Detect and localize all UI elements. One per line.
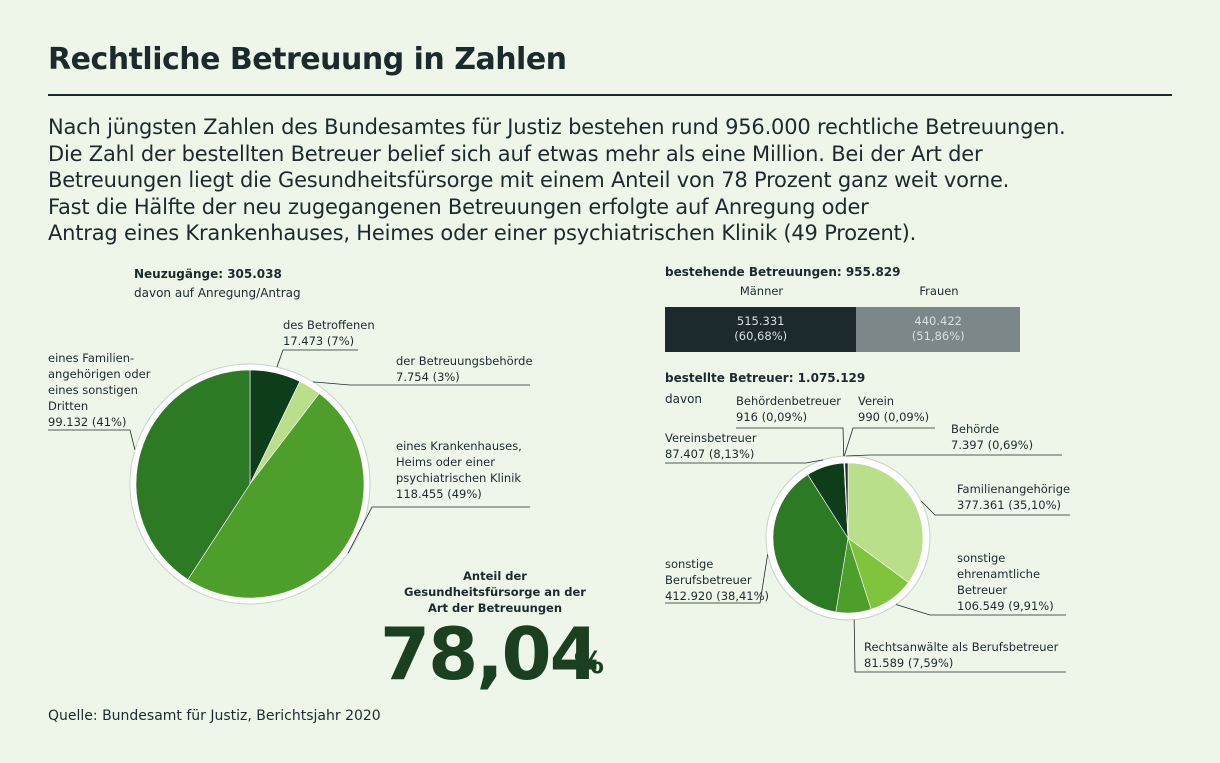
slice-label: des Betroffenen (283, 318, 375, 332)
slice-label: Behörde (951, 422, 1000, 436)
pie2-leader-sonstige (665, 554, 769, 604)
slice-label: Rechtsanwälte als Berufsbetreuer (864, 640, 1059, 654)
slice-value: 81.589 (7,59%) (864, 656, 954, 670)
slice-value: 377.361 (35,10%) (957, 498, 1062, 512)
bar-segment-maenner: 515.331 (60,68%) (665, 307, 857, 352)
pie2-label-behoerde: Behörde 7.397 (0,69%) (951, 421, 1033, 453)
slice-value: 106.549 (9,91%) (957, 599, 1054, 613)
highlight-label-line: Anteil der (463, 569, 527, 583)
pie1-leader-familien (48, 429, 136, 450)
pie1-slice-3 (135, 369, 251, 580)
slice-value: 7.754 (3%) (396, 370, 460, 384)
pie1-leader-betreuungsbehoerde (312, 381, 530, 386)
pie1-label-krankenhaus: eines Krankenhauses, Heims oder einer ps… (396, 438, 522, 502)
highlight-value: 78,04 (380, 612, 600, 696)
bar-value: 515.331 (736, 314, 785, 328)
pie1-label-familien: eines Familien- angehörigen oder eines s… (48, 350, 150, 430)
pie2-slice-0 (847, 462, 924, 583)
highlight-label-line: Gesundheitsfürsorge an der (404, 585, 586, 599)
pie2-leader-vereinsbetreuer (665, 459, 824, 464)
highlight-label: Anteil der Gesundheitsfürsorge an der Ar… (380, 568, 610, 616)
slice-value: 412.920 (38,41%) (665, 589, 770, 603)
bar-category-maenner: Männer (739, 284, 784, 298)
slice-label-line: eines sonstigen (48, 383, 138, 397)
slice-label: Familienangehörige (957, 482, 1071, 496)
pie2-label-vereinsbetreuer: Vereinsbetreuer 87.407 (8,13%) (665, 430, 757, 462)
bar-value: 440.422 (914, 314, 962, 328)
highlight-label-line: Art der Betreuungen (427, 601, 563, 615)
pie2-label-sonstige-berufsbetreuer: sonstige Berufsbetreuer 412.920 (38,41%) (665, 556, 769, 604)
slice-value: 7.397 (0,69%) (951, 438, 1034, 452)
slice-label-line: psychiatrischen Klinik (396, 471, 522, 485)
slice-label-line: angehörigen oder (48, 367, 151, 381)
source-note: Quelle: Bundesamt für Justiz, Berichtsja… (48, 708, 381, 724)
slice-value: 990 (0,09%) (858, 410, 930, 424)
pie1-label-betroffenen: des Betroffenen 17.473 (7%) (283, 317, 375, 349)
slice-label-line: Berufsbetreuer (665, 573, 752, 587)
pie2-leader-ehrenamtliche (895, 604, 1066, 616)
slice-value: 118.455 (49%) (396, 487, 482, 501)
pie2-label-ehrenamtliche: sonstige ehrenamtliche Betreuer 106.549 … (957, 550, 1054, 614)
bar-percent: (60,68%) (734, 329, 788, 343)
slice-label-line: sonstige (957, 551, 1006, 565)
pie1-slice-2 (187, 393, 365, 599)
pie2-label-rechtsanwaelte: Rechtsanwälte als Berufsbetreuer 81.589 … (864, 639, 1058, 671)
pie2-leader-behoerdenbetreuer (736, 427, 845, 457)
bar-title: bestehende Betreuungen: 955.829 (665, 265, 901, 279)
intro-text: Nach jüngsten Zahlen des Bundesamtes für… (48, 114, 1208, 247)
slice-label: der Betreuungsbehörde (396, 354, 533, 368)
stacked-bar: 515.331 (60,68%) 440.422 (51,86%) (665, 307, 1020, 352)
slice-label-line: Betreuer (957, 583, 1008, 597)
bar-category-frauen: Frauen (919, 284, 959, 298)
pie2-leader-familienangehoerige (920, 500, 1070, 516)
bar-percent: (51,86%) (911, 329, 965, 343)
slice-value: 916 (0,09%) (736, 410, 808, 424)
title-divider (48, 94, 1172, 96)
pie1-subtitle: davon auf Anregung/Antrag (134, 286, 301, 300)
pie2-leader-verein (843, 427, 935, 457)
pie2-label-behoerdenbetreuer: Behördenbetreuer 916 (0,09%) (736, 393, 841, 425)
slice-value: 87.407 (8,13%) (665, 447, 755, 461)
pie1-header: Neuzugänge: 305.038 davon auf Anregung/A… (134, 265, 301, 303)
intro-line: Fast die Hälfte der neu zugegangenen Bet… (48, 194, 869, 219)
pie1-leader-betroffenen (276, 349, 358, 368)
slice-value: 99.132 (41%) (48, 415, 127, 429)
slice-label-line: eines Krankenhauses, (396, 439, 522, 453)
slice-value: 17.473 (7%) (283, 334, 355, 348)
intro-line: Antrag eines Krankenhauses, Heimes oder … (48, 221, 917, 245)
slice-label-line: ehrenamtliche (957, 567, 1041, 581)
pie2-label-familienangehoerige: Familienangehörige 377.361 (35,10%) (957, 481, 1070, 513)
slice-label-line: Dritten (48, 399, 89, 413)
highlight-unit: % (574, 646, 605, 681)
bar-segment-frauen: 440.422 (51,86%) (856, 307, 1020, 352)
pie1-label-betreuungsbehoerde: der Betreuungsbehörde 7.754 (3%) (396, 353, 533, 385)
pie2-label-verein: Verein 990 (0,09%) (858, 393, 929, 425)
slice-label: Verein (858, 394, 895, 408)
pie1-leader-krankenhaus (347, 506, 530, 554)
pie2-leader-rechtsanwaelte (853, 619, 1066, 673)
intro-line: Die Zahl der bestellten Betreuer belief … (48, 141, 983, 166)
pie2-leader-behoerde (846, 454, 1062, 457)
slice-label: Vereinsbetreuer (665, 431, 757, 445)
slice-label-line: Heims oder einer (396, 455, 495, 469)
pie1-title: Neuzugänge: 305.038 (134, 267, 282, 281)
intro-line: Nach jüngsten Zahlen des Bundesamtes für… (48, 115, 1066, 139)
pie2-title: bestellte Betreuer: 1.075.129 (665, 371, 866, 385)
slice-label-line: eines Familien- (48, 351, 135, 365)
slice-label-line: sonstige (665, 557, 714, 571)
page-title: Rechtliche Betreuung in Zahlen (48, 42, 567, 77)
pie2-subtitle: davon (665, 392, 703, 406)
slice-label: Behördenbetreuer (736, 394, 842, 408)
pie2-slice-7 (844, 462, 849, 539)
intro-line: Betreuungen liegt die Gesundheitsfürsorg… (48, 168, 1010, 192)
